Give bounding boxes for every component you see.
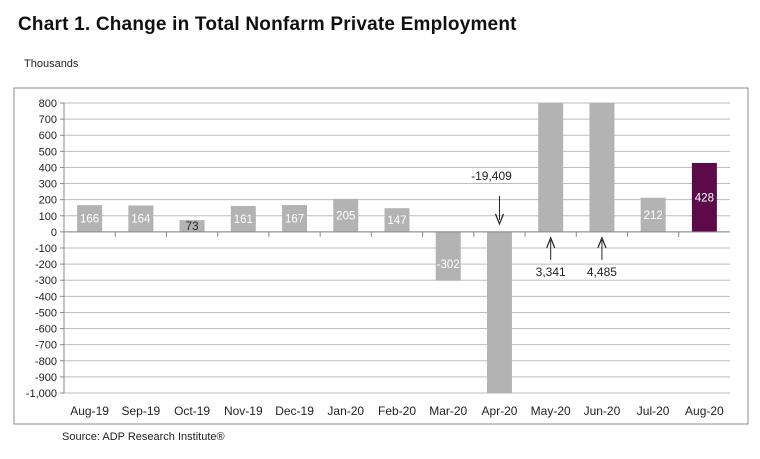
x-tick-label: Dec-19 [275,404,314,418]
annotation-arrow-head [494,213,505,226]
y-tick-label: -100 [35,243,57,255]
bar-aug-19 [77,205,103,232]
y-tick-label: -700 [35,340,57,352]
y-tick-label: 100 [39,211,57,223]
x-tick-label: Jul-20 [637,404,670,418]
data-label: 205 [336,210,355,222]
data-label: 167 [285,213,304,225]
x-tick-label: Aug-19 [70,404,109,418]
data-label: 164 [131,214,151,226]
y-tick-label: 700 [39,114,57,126]
x-tick-label: Jun-20 [584,404,621,418]
bar-apr-20 [486,231,512,393]
y-tick-label: -900 [35,372,57,384]
data-label: 147 [387,215,406,227]
y-tick-label: 0 [51,227,57,239]
x-tick-label: Nov-19 [224,404,263,418]
y-axis-unit-label: Thousands [24,58,79,70]
bar-jan-20 [333,198,359,232]
x-tick-label: Oct-19 [174,404,210,418]
y-tick-label: 400 [39,162,57,174]
bar-jun-20 [589,103,615,232]
y-tick-label: -200 [35,259,57,271]
y-tick-label: -600 [35,324,57,336]
annotation-arrow-head [597,236,607,249]
y-tick-label: 800 [39,98,57,110]
y-tick-label: -500 [35,307,57,319]
bar-nov-19 [230,205,256,232]
x-tick-label: Mar-20 [429,404,467,418]
x-tick-label: May-20 [531,404,571,418]
y-tick-label: -300 [35,275,57,287]
bar-sep-19 [128,205,154,232]
data-label: 212 [644,210,663,222]
x-tick-label: Feb-20 [378,404,416,418]
x-tick-label: Sep-19 [121,404,160,418]
y-tick-label: 200 [39,195,57,207]
y-tick-label: -1,000 [26,388,57,400]
annotation-label: -19,409 [471,169,512,183]
x-tick-label: Aug-20 [685,404,724,418]
source-note: Source: ADP Research Institute® [62,431,225,443]
y-tick-label: -800 [35,356,57,368]
y-tick-label: 500 [39,146,57,158]
bar-mar-20 [435,231,461,281]
annotation-arrow-head [546,236,556,249]
y-tick-label: 600 [39,130,57,142]
x-tick-label: Jan-20 [327,404,364,418]
data-label: 73 [186,221,199,233]
bar-feb-20 [384,208,410,232]
y-tick-label: 300 [39,179,57,191]
x-tick-label: Apr-20 [481,404,517,418]
annotation-label: 3,341 [536,265,566,279]
data-label: 161 [234,214,253,226]
bar-oct-19 [179,220,205,232]
bar-aug-20 [691,162,717,232]
data-label: 166 [80,214,99,226]
bar-dec-19 [282,204,308,232]
y-tick-label: -400 [35,291,57,303]
annotation-label: 4,485 [587,265,617,279]
bar-may-20 [538,103,564,232]
chart-title: Chart 1. Change in Total Nonfarm Private… [18,14,517,35]
bar-jul-20 [640,197,666,232]
data-label: 428 [695,192,714,204]
data-label: -302 [437,259,460,271]
chart-frame [13,87,749,425]
